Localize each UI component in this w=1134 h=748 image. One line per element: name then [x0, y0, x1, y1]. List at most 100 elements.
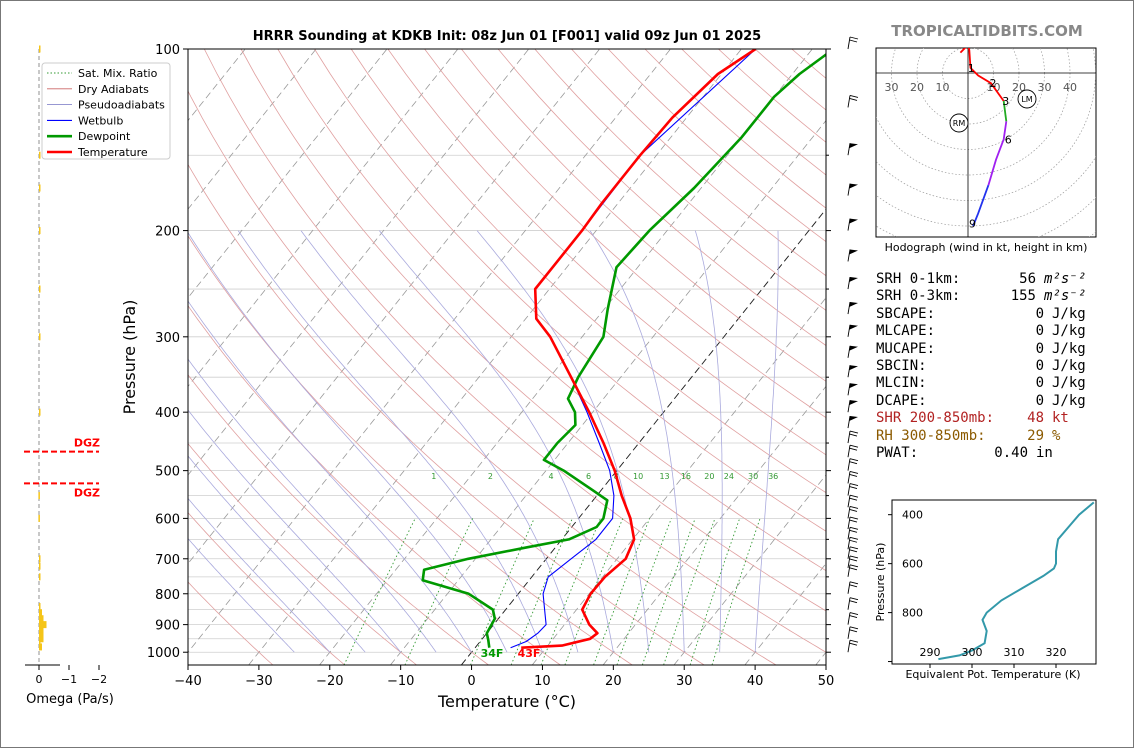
- barb-feather: [849, 539, 858, 543]
- barb-feather: [849, 447, 858, 451]
- dry-adiabat-line: [534, 49, 826, 311]
- chart-title: HRRR Sounding at KDKB Init: 08z Jun 01 […: [253, 29, 761, 44]
- omega-bar: [39, 639, 41, 647]
- omega-bar: [39, 151, 41, 159]
- parameter-unit: m²s⁻²: [1044, 271, 1087, 287]
- parameter-unit: J/kg: [1052, 305, 1086, 322]
- omega-bar: [39, 635, 44, 643]
- barb-staff: [847, 458, 851, 471]
- omega-bar: [39, 629, 44, 637]
- barb-feather: [849, 516, 859, 520]
- mixing-ratio-label: 1: [431, 472, 436, 481]
- barb-flag: [849, 400, 858, 406]
- pseudoadiabat-line: [237, 230, 543, 653]
- hodograph-ring-label: 10: [936, 81, 950, 94]
- barb-flag: [849, 324, 858, 330]
- barb-feather: [849, 564, 859, 568]
- barb-staff: [847, 517, 851, 530]
- x-tick-label: 0: [467, 674, 475, 689]
- legend-label: Dewpoint: [78, 130, 131, 143]
- wind-barb: [847, 470, 859, 484]
- parameter-name: DCAPE:: [876, 392, 927, 409]
- barb-staff: [847, 483, 851, 496]
- wind-barb: [847, 324, 858, 337]
- mixing-ratio-line: [663, 518, 716, 665]
- wind-barb: [847, 597, 859, 610]
- omega-xlabel: Omega (Pa/s): [26, 692, 114, 707]
- barb-staff: [847, 301, 851, 315]
- dry-adiabat-line: [188, 90, 777, 665]
- parameter-name: MLCAPE:: [876, 323, 936, 340]
- legend-label: Temperature: [77, 146, 148, 159]
- barb-staff: [847, 249, 851, 262]
- parameter-value: 0: [1035, 375, 1044, 392]
- skewt-axes: −40 −30 −20 −10 0 10 20 30 40 50 100 200 300 400 500 60…: [147, 43, 834, 689]
- barb-feather: [849, 36, 859, 40]
- omega-tick-label: 0: [36, 673, 43, 686]
- dry-adiabat-line: [387, 49, 826, 456]
- theta-e-x-tick-label: 300: [962, 646, 983, 659]
- mixing-ratio-label: 16: [681, 472, 691, 481]
- barb-feather: [849, 549, 858, 553]
- barb-flag: [849, 383, 858, 389]
- mixing-ratio-label: 6: [586, 472, 591, 481]
- barb-staff: [847, 430, 851, 444]
- barb-flag: [849, 249, 858, 255]
- wind-barb: [847, 400, 858, 413]
- omega-bar: [39, 562, 41, 570]
- y-axis-label: Pressure (hPa): [120, 300, 139, 415]
- parameter-row: DCAPE: 0 J/kg: [876, 393, 1086, 410]
- wind-barb: [847, 626, 859, 639]
- right-mover-label: RM: [953, 119, 966, 128]
- x-tick-label: −40: [174, 674, 201, 689]
- y-tick-label: 700: [155, 553, 180, 568]
- barb-staff: [847, 36, 851, 50]
- y-tick-label: 300: [155, 331, 180, 346]
- barb-feather: [849, 584, 858, 588]
- mixing-ratio-line: [711, 518, 761, 665]
- mixing-ratio-label: 13: [659, 472, 669, 481]
- parameter-unit: %: [1052, 427, 1061, 444]
- mixing-ratio-line: [510, 518, 573, 665]
- barb-feather: [849, 458, 859, 462]
- isotherm-line: [248, 49, 742, 665]
- x-axis-label: Temperature (°C): [437, 692, 576, 711]
- parameter-value: 0: [1035, 340, 1044, 357]
- mixing-ratio-line: [404, 518, 474, 665]
- omega-bar: [39, 615, 44, 623]
- mixing-ratio-label: 30: [748, 472, 758, 481]
- barb-staff: [847, 640, 851, 653]
- legend-box: [41, 62, 171, 160]
- wind-barb: [847, 276, 858, 290]
- hodograph-segment-6-9km: [987, 121, 1008, 186]
- wind-barb: [847, 546, 859, 559]
- mixing-ratio-line: [470, 518, 535, 665]
- parameter-name: MUCAPE:: [876, 340, 936, 357]
- dgz-label: DGZ: [74, 486, 100, 499]
- x-tick-label: 20: [605, 674, 622, 689]
- omega-bar: [39, 408, 41, 416]
- parameter-value: 48: [1027, 410, 1044, 427]
- mixing-ratio-label: 24: [724, 472, 734, 481]
- parameter-name: SRH 0-1km:: [876, 271, 961, 287]
- barb-staff: [847, 506, 851, 519]
- omega-bar: [39, 621, 47, 629]
- barb-feather: [849, 626, 859, 630]
- x-tick-label: 40: [747, 674, 764, 689]
- pseudoadiabat-line: [188, 358, 437, 653]
- barb-feather: [849, 444, 859, 448]
- wind-barb: [847, 36, 859, 50]
- legend-label: Pseudoadiabats: [78, 99, 165, 112]
- barb-staff: [847, 546, 851, 559]
- dry-adiabat-line: [188, 512, 345, 665]
- hodograph-caption: Hodograph (wind in kt, height in km): [885, 241, 1088, 254]
- barb-staff: [847, 626, 851, 639]
- parameter-unit: J/kg: [1052, 375, 1086, 392]
- x-tick-label: 10: [534, 674, 551, 689]
- theta-e-x-tick-label: 320: [1046, 646, 1067, 659]
- barb-staff: [847, 555, 851, 569]
- omega-bar: [39, 603, 41, 611]
- wind-barb: [847, 581, 859, 594]
- parameter-unit: m²s⁻²: [1044, 288, 1087, 305]
